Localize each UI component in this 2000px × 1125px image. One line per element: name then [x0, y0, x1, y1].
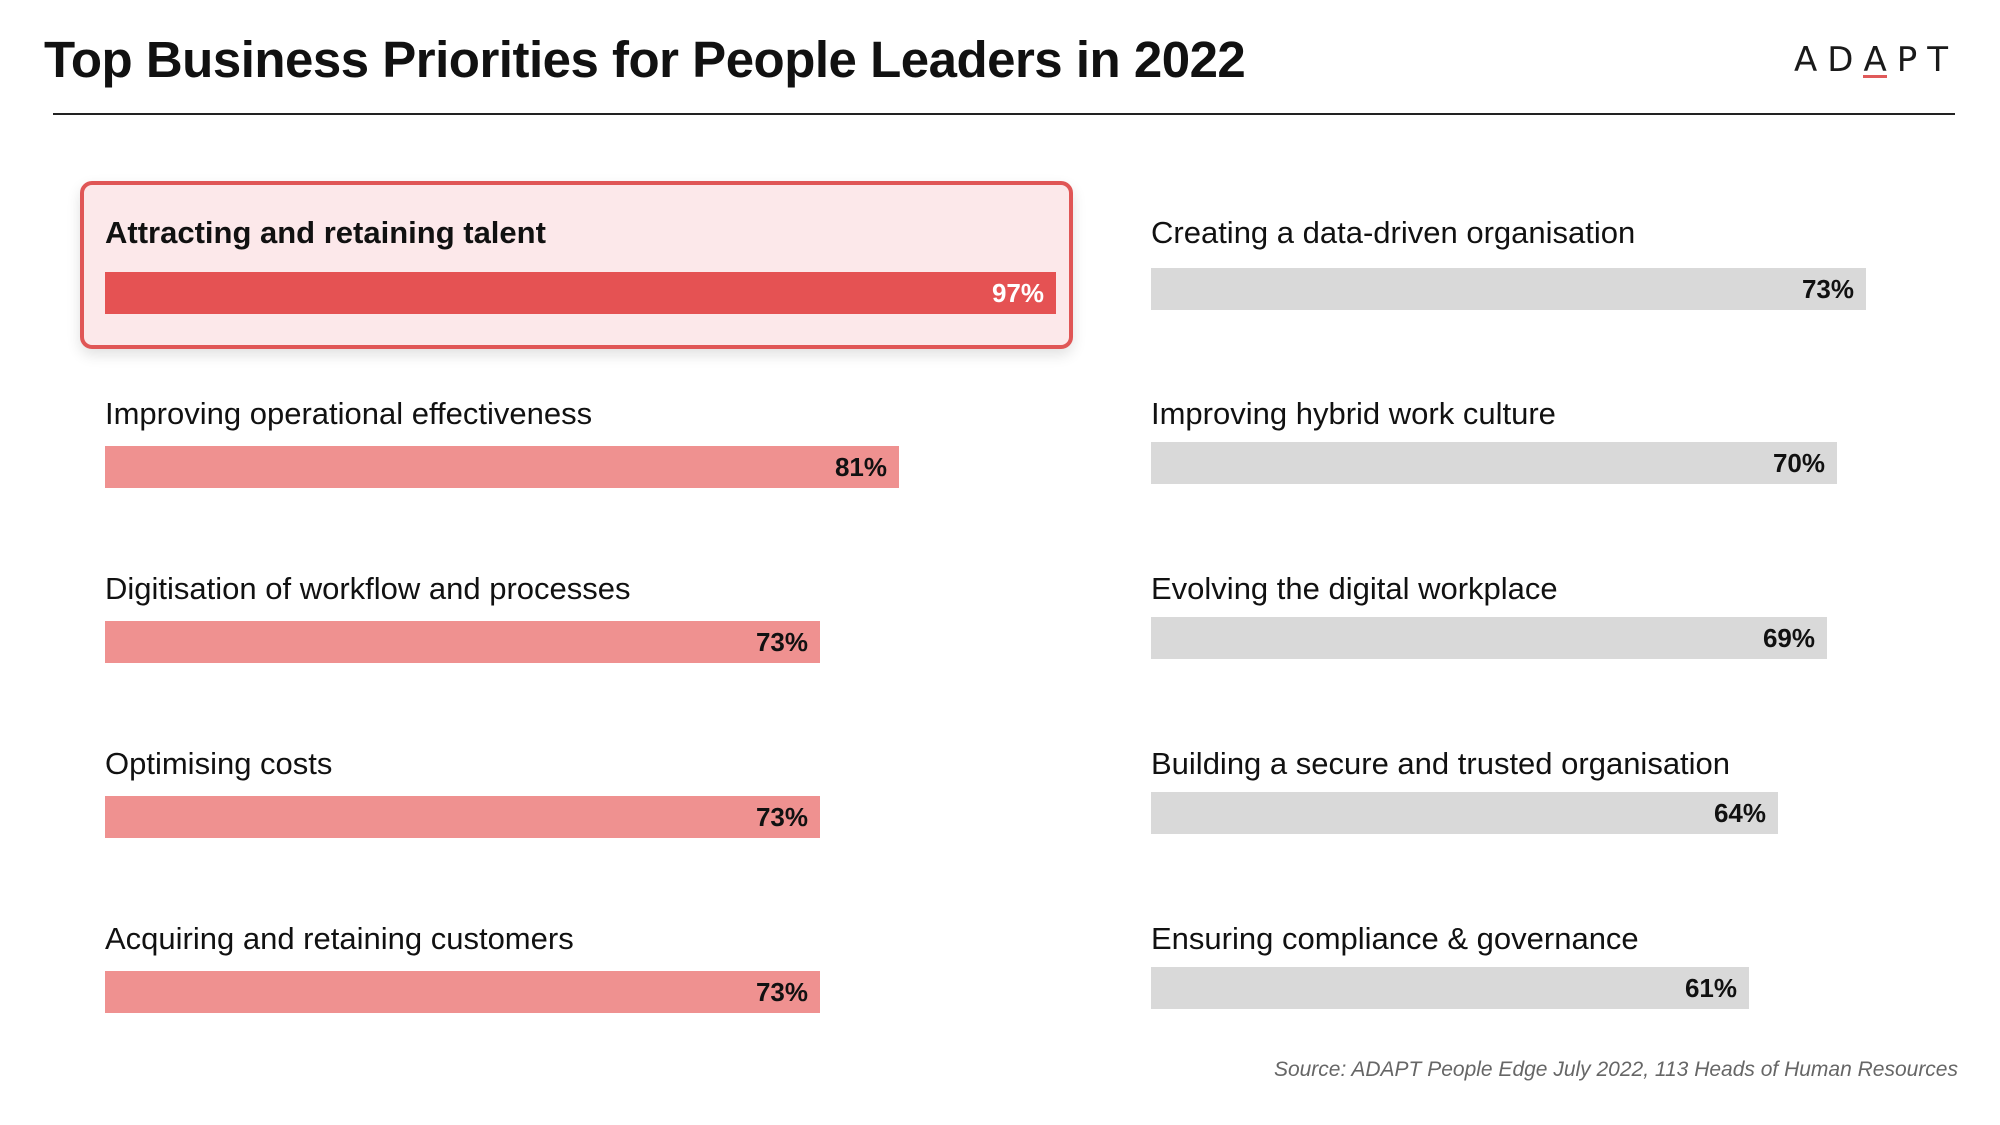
bar-label: Ensuring compliance & governance — [1151, 921, 1639, 956]
bar-label: Digitisation of workflow and processes — [105, 571, 631, 606]
bar-value-label: 70% — [1772, 447, 1825, 478]
logo-text-left: AD — [1794, 40, 1864, 80]
bar-label: Evolving the digital workplace — [1151, 571, 1558, 606]
bar: 64% — [1151, 792, 1778, 834]
adapt-logo: ADAPT — [1794, 40, 1958, 80]
bar: 73% — [105, 621, 820, 663]
bar-label: Creating a data-driven organisation — [1151, 215, 1636, 250]
bar-value-label: 97% — [991, 277, 1044, 308]
bar: 73% — [1151, 268, 1866, 310]
bar: 73% — [105, 796, 820, 838]
highlight-box — [80, 181, 1073, 349]
bar: 61% — [1151, 967, 1749, 1009]
bar-value-label: 69% — [1762, 622, 1815, 653]
bar-value-label: 81% — [834, 451, 887, 482]
bar-value-label: 73% — [755, 976, 808, 1007]
logo-text-mid: A — [1863, 40, 1897, 80]
source-note: Source: ADAPT People Edge July 2022, 113… — [1273, 1058, 1958, 1081]
title-divider — [53, 113, 1955, 115]
bar-label: Improving hybrid work culture — [1151, 396, 1556, 431]
bar-label: Improving operational effectiveness — [105, 396, 593, 431]
bar-label: Attracting and retaining talent — [105, 215, 546, 250]
bar-value-label: 73% — [755, 626, 808, 657]
bar: 70% — [1151, 442, 1837, 484]
bar-value-label: 61% — [1684, 972, 1737, 1003]
bar-label: Building a secure and trusted organisati… — [1151, 746, 1731, 781]
page-title: Top Business Priorities for People Leade… — [44, 31, 1246, 88]
bar-label: Optimising costs — [105, 746, 333, 781]
bar: 73% — [105, 971, 820, 1013]
logo-text-right: PT — [1896, 40, 1958, 80]
bar-value-label: 73% — [1801, 273, 1854, 304]
bar: 81% — [105, 446, 899, 488]
bar: 69% — [1151, 617, 1827, 659]
bar-value-label: 64% — [1713, 797, 1766, 828]
bar-label: Acquiring and retaining customers — [105, 921, 574, 956]
bar: 97% — [105, 272, 1056, 314]
bar-value-label: 73% — [755, 801, 808, 832]
